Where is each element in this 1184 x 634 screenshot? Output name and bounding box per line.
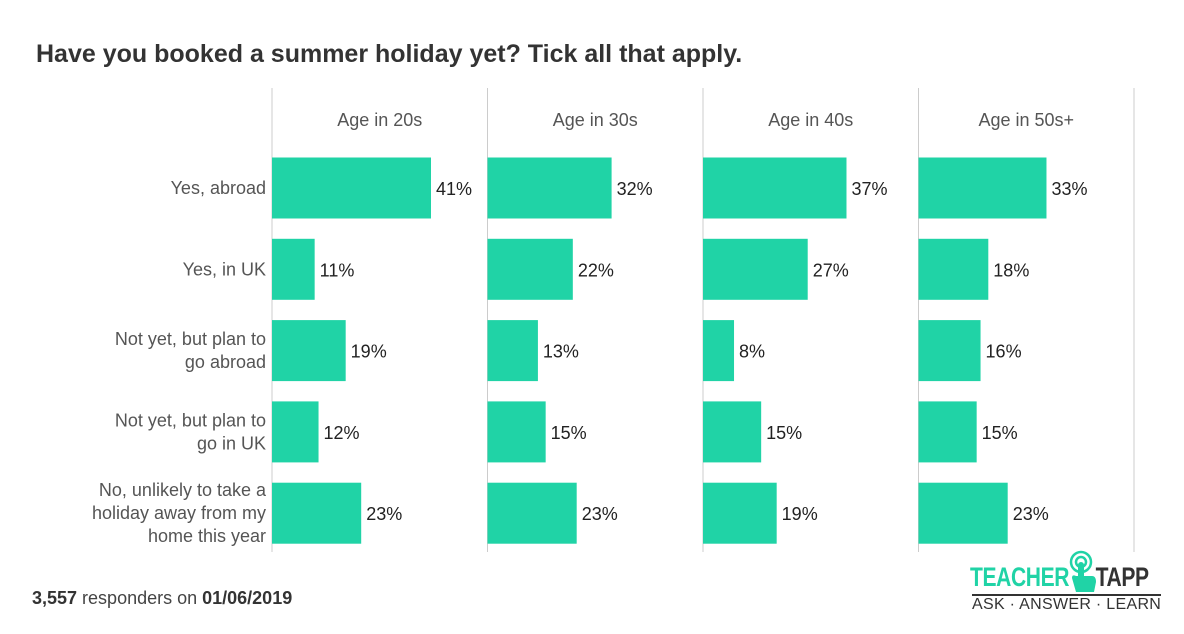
panel-header: Age in 30s <box>553 110 638 130</box>
data-label: 32% <box>617 179 653 199</box>
data-label: 15% <box>982 423 1018 443</box>
data-label: 41% <box>436 179 472 199</box>
data-label: 19% <box>351 342 387 362</box>
bar <box>272 157 431 219</box>
category-label: Not yet, but plan to go abroad <box>115 329 266 372</box>
bar <box>272 238 315 300</box>
bar <box>272 482 362 544</box>
category-label: Not yet, but plan to go in UK <box>115 410 266 453</box>
bar <box>487 482 577 544</box>
data-label: 15% <box>766 423 802 443</box>
data-label: 27% <box>813 260 849 280</box>
category-label: No, unlikely to take a holiday away from … <box>92 480 267 546</box>
responder-count: 3,557 <box>32 588 78 608</box>
bar <box>272 320 346 382</box>
data-label: 22% <box>578 260 614 280</box>
bar <box>703 482 777 544</box>
chart-title: Have you booked a summer holiday yet? Ti… <box>36 40 743 68</box>
panel-header: Age in 40s <box>768 110 853 130</box>
data-label: 19% <box>782 504 818 524</box>
bar <box>918 320 981 382</box>
bar <box>703 401 762 463</box>
data-label: 16% <box>986 342 1022 362</box>
data-label: 13% <box>543 342 579 362</box>
data-label: 12% <box>324 423 360 443</box>
logo-left: TEACHER <box>970 562 1070 592</box>
data-label: 15% <box>551 423 587 443</box>
category-label: Yes, in UK <box>183 259 266 279</box>
bar <box>272 401 319 463</box>
bar <box>487 401 546 463</box>
bar <box>703 238 808 300</box>
data-label: 23% <box>366 504 402 524</box>
logo-tagline: ASK · ANSWER · LEARN <box>972 594 1162 613</box>
data-label: 23% <box>582 504 618 524</box>
bar <box>918 157 1047 219</box>
bar <box>487 157 612 219</box>
footer: 3,557 responders on 01/06/2019 <box>32 588 292 609</box>
bar <box>487 238 573 300</box>
bar <box>703 320 735 382</box>
data-label: 8% <box>739 342 765 362</box>
data-label: 33% <box>1051 179 1087 199</box>
category-label: Yes, abroad <box>171 178 266 198</box>
bar <box>918 482 1008 544</box>
panel-header: Age in 20s <box>337 110 422 130</box>
data-label: 23% <box>1013 504 1049 524</box>
data-label: 18% <box>993 260 1029 280</box>
bar <box>918 401 977 463</box>
data-label: 11% <box>320 260 355 280</box>
bar <box>703 157 847 219</box>
data-label: 37% <box>851 179 887 199</box>
bar <box>487 320 538 382</box>
panel-header: Age in 50s+ <box>978 110 1074 130</box>
logo-right: TAPP <box>1095 562 1149 592</box>
footer-text: responders on <box>77 588 203 608</box>
teacher-tapp-logo: TEACHER TAPP ASK · ANSWER · LEARN <box>970 550 1162 616</box>
survey-date: 01/06/2019 <box>202 588 293 608</box>
tap-hand-icon <box>1069 550 1096 592</box>
bar <box>918 238 989 300</box>
